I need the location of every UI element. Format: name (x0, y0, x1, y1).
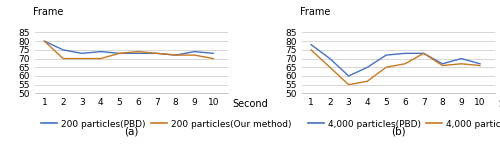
Text: Frame: Frame (33, 7, 64, 17)
Legend: 4,000 particles(PBD), 4,000 particles(Our method): 4,000 particles(PBD), 4,000 particles(Ou… (304, 116, 500, 132)
Text: (a): (a) (124, 127, 139, 137)
Legend: 200 particles(PBD), 200 particles(Our method): 200 particles(PBD), 200 particles(Our me… (38, 116, 295, 132)
Text: Second: Second (499, 99, 500, 109)
Text: (b): (b) (391, 127, 406, 137)
Text: Frame: Frame (300, 7, 330, 17)
Text: Second: Second (232, 99, 268, 109)
